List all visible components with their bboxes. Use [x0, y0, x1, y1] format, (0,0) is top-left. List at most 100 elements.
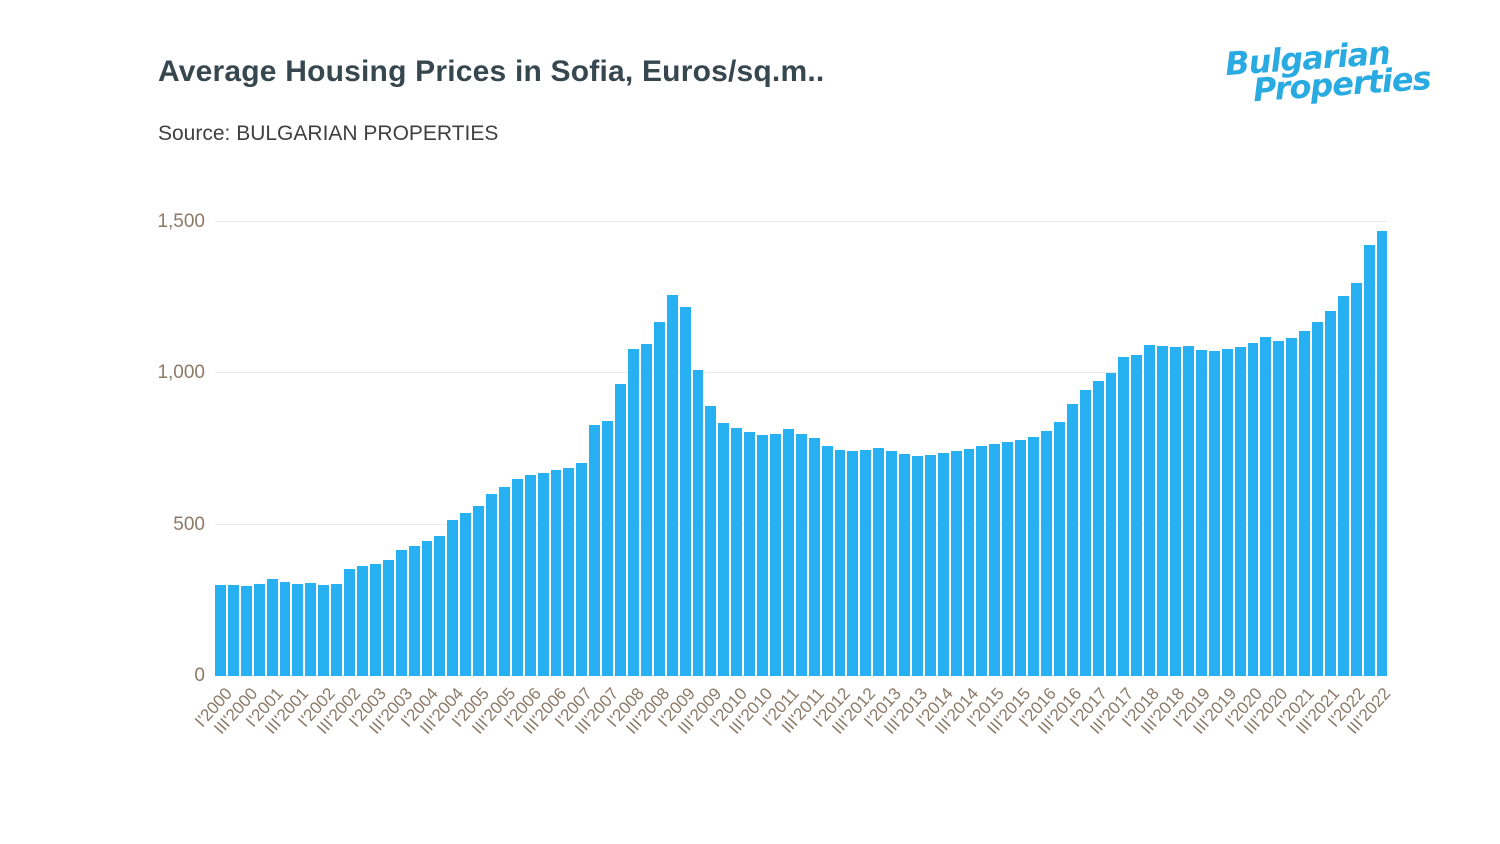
bar-IV'2020 — [1286, 337, 1298, 676]
bar-IV'2012 — [873, 448, 885, 676]
bar-I'2003 — [369, 564, 381, 676]
bar-IV'2018 — [1182, 346, 1194, 676]
bar-III'2013 — [911, 455, 923, 676]
bar-I'2011 — [782, 429, 794, 676]
bar-I'2007 — [576, 463, 588, 676]
bar-III'2021 — [1324, 311, 1336, 676]
bar-II'2015 — [1002, 442, 1014, 676]
chart-title: Average Housing Prices in Sofia, Euros/s… — [158, 55, 825, 88]
bar-I'2010 — [731, 427, 743, 676]
bar-I'2022 — [1350, 282, 1362, 676]
bar-II'2004 — [434, 536, 446, 676]
bar-II'2014 — [950, 450, 962, 676]
bar-IV'2010 — [769, 433, 781, 676]
bar-IV'2008 — [666, 295, 678, 676]
bar-I'2019 — [1195, 349, 1207, 676]
bar-IV'2016 — [1079, 389, 1091, 676]
bar-IV'2014 — [976, 446, 988, 676]
bar-III'2002 — [344, 569, 355, 676]
y-tick-label: 0 — [194, 665, 205, 686]
bar-II'2018 — [1157, 346, 1169, 676]
bar-III'2017 — [1118, 357, 1130, 676]
bar-IV'2019 — [1234, 346, 1246, 676]
bar-I'2005 — [473, 505, 485, 676]
bar-IV'2000 — [253, 583, 265, 676]
bar-I'2006 — [524, 474, 536, 676]
bar-II'2005 — [486, 494, 497, 676]
bar-I'2012 — [834, 449, 846, 676]
bar-I'2013 — [886, 451, 898, 676]
bar-III'2001 — [292, 583, 304, 676]
bar-IV'2004 — [460, 513, 472, 676]
bar-I'2015 — [989, 444, 1001, 676]
logo-line2: Properties — [1252, 59, 1433, 110]
bar-IV'2001 — [305, 582, 317, 676]
bar-II'2017 — [1105, 373, 1117, 676]
bar-IV'2013 — [924, 454, 936, 676]
bar-II'2001 — [279, 581, 291, 676]
bar-II'2000 — [227, 585, 239, 676]
bar-III'2008 — [653, 321, 665, 676]
bar-I'2021 — [1299, 330, 1311, 676]
bar-III'2009 — [705, 406, 717, 676]
gridline — [215, 221, 1387, 222]
bar-III'2005 — [498, 486, 510, 676]
gridline — [215, 372, 1387, 374]
bar-IV'2005 — [511, 478, 523, 676]
bar-III'2003 — [395, 550, 407, 676]
bar-III'2020 — [1273, 340, 1285, 676]
bar-IV'2011 — [821, 445, 833, 676]
y-tick-label: 1,000 — [157, 362, 205, 384]
bar-I'2004 — [421, 541, 433, 676]
bulgarian-properties-logo: Bulgarian Properties — [1224, 34, 1433, 110]
bar-III'2010 — [757, 435, 768, 676]
bar-I'2009 — [679, 307, 691, 676]
bar-II'2006 — [537, 472, 549, 676]
bar-III'2006 — [550, 470, 562, 676]
bar-III'2014 — [963, 448, 975, 676]
x-axis: I'2000 III'2000 I'2001 III'2001 I'2002 III'20… — [191, 678, 1395, 808]
bar-IV'2007 — [615, 383, 626, 676]
bar-I'2014 — [937, 452, 949, 676]
bar-IV'2006 — [563, 467, 575, 676]
y-tick-label: 1,500 — [157, 211, 205, 232]
bar-II'2020 — [1260, 337, 1272, 676]
bar-II'2003 — [382, 560, 394, 676]
bar-II'2009 — [692, 370, 704, 676]
bar-II'2011 — [795, 433, 807, 676]
bar-III'2018 — [1170, 347, 1181, 676]
bar-III'2019 — [1221, 349, 1233, 676]
bar-I'2000 — [215, 585, 226, 676]
bar-II'2022 — [1363, 244, 1375, 676]
bar-III'2004 — [447, 520, 459, 676]
bar-III'2022 — [1376, 231, 1388, 676]
bar-II'2016 — [1053, 421, 1065, 676]
bars — [215, 222, 1388, 676]
bar-II'2021 — [1312, 321, 1323, 676]
bar-I'2020 — [1247, 343, 1259, 676]
bar-I'2018 — [1144, 344, 1156, 676]
bar-III'2007 — [602, 421, 614, 676]
bar-I'2017 — [1092, 380, 1104, 676]
source-label: Source: BULGARIAN PROPERTIES — [158, 122, 499, 145]
bar-III'2016 — [1066, 403, 1078, 676]
bar-IV'2009 — [718, 422, 730, 676]
bar-III'2015 — [1015, 439, 1027, 676]
bar-IV'2017 — [1131, 355, 1143, 676]
bar-IV'2015 — [1028, 436, 1039, 676]
bar-IV'2003 — [408, 546, 420, 676]
bar-IV'2002 — [356, 566, 368, 676]
bar-III'2012 — [860, 449, 872, 676]
bar-II'2013 — [899, 453, 910, 676]
bar-IV'2021 — [1337, 296, 1349, 676]
y-tick-label: 500 — [173, 513, 205, 535]
bar-III'2011 — [808, 437, 820, 676]
bar-II'2007 — [589, 425, 601, 676]
bar-I'2008 — [628, 349, 639, 676]
y-axis: 0 500 1,000 1,500 — [100, 211, 205, 686]
bar-II'2019 — [1208, 350, 1220, 676]
plot-area — [215, 221, 1388, 676]
bar-I'2002 — [318, 585, 330, 676]
bar-II'2002 — [331, 584, 343, 676]
